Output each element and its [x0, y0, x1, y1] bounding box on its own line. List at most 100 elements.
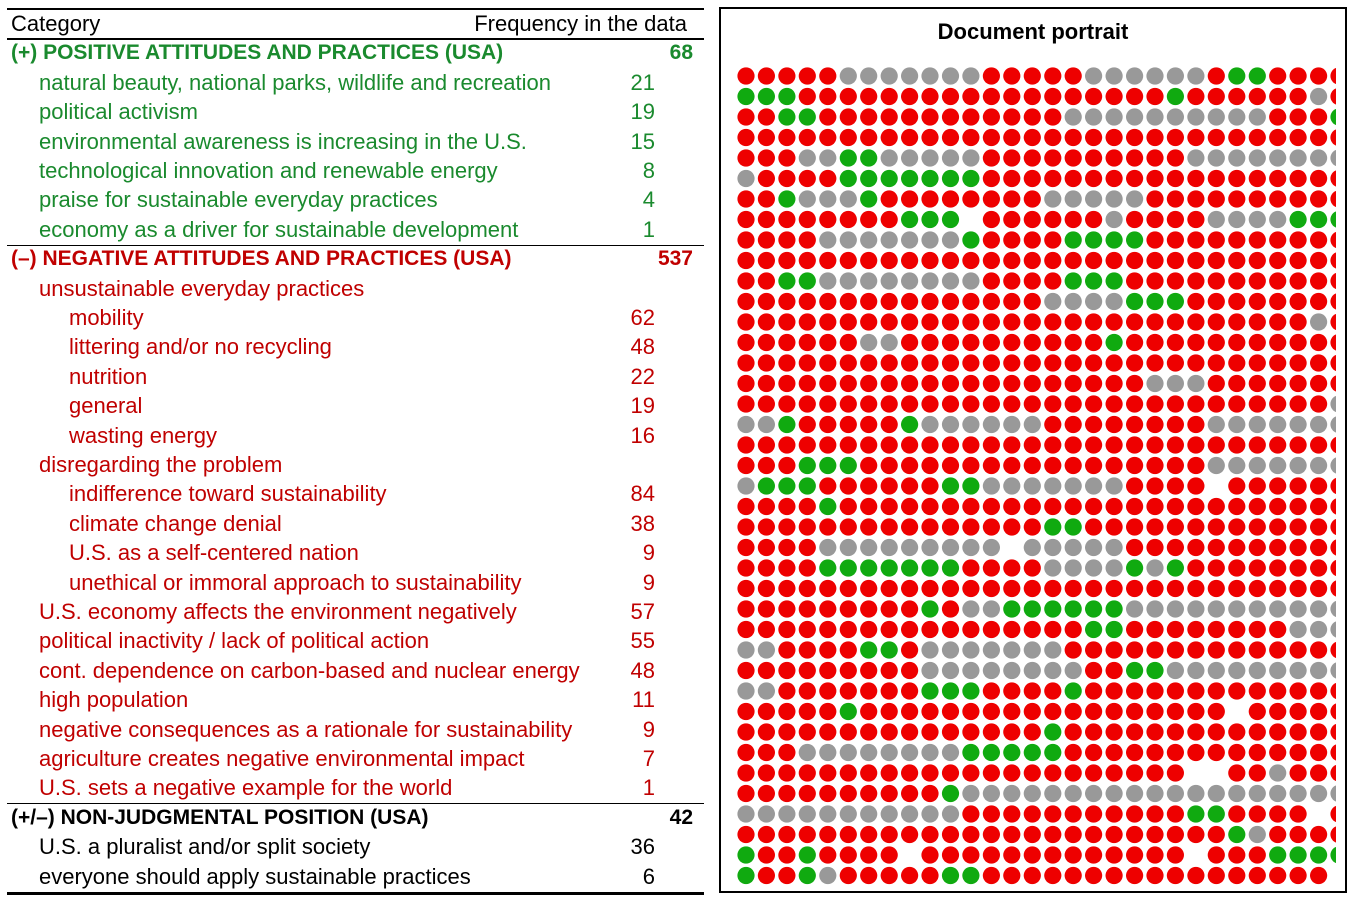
positive-dot [1289, 210, 1307, 229]
negative-dot [1126, 395, 1144, 413]
neutral-dot [982, 600, 1000, 618]
negative-dot [1330, 539, 1336, 556]
neutral-dot [880, 743, 898, 762]
neutral-dot [860, 67, 878, 85]
negative-dot [1187, 231, 1205, 249]
negative-dot [982, 149, 1000, 167]
negative-dot [880, 518, 898, 536]
negative-dot [1003, 333, 1021, 352]
negative-dot [819, 620, 837, 639]
table-row: U.S. economy affects the environment neg… [7, 597, 704, 626]
negative-dot [1330, 436, 1336, 454]
negative-dot [1085, 723, 1103, 741]
negative-dot [880, 87, 898, 106]
neutral-dot [1146, 784, 1164, 803]
positive-dot [1023, 743, 1041, 762]
negative-dot [1126, 866, 1144, 885]
neutral-dot [778, 805, 796, 823]
negative-dot [1166, 231, 1184, 249]
neutral-dot [737, 805, 755, 823]
table-row-label: general [69, 393, 143, 419]
negative-dot [1044, 149, 1062, 167]
table-row: natural beauty, national parks, wildlife… [7, 68, 704, 97]
negative-dot [1330, 559, 1336, 577]
negative-dot [1023, 169, 1041, 188]
table-row-label: agriculture creates negative environment… [39, 746, 525, 771]
negative-dot [757, 784, 775, 803]
neutral-dot [921, 661, 939, 680]
neutral-dot [1269, 415, 1287, 434]
negative-dot [1289, 825, 1307, 844]
negative-dot [737, 764, 755, 782]
negative-dot [778, 436, 796, 454]
negative-dot [757, 456, 775, 475]
negative-dot [757, 497, 775, 516]
negative-dot [982, 87, 1000, 106]
negative-dot [880, 866, 898, 885]
positive-dot [1023, 600, 1041, 618]
positive-dot [1126, 231, 1144, 249]
positive-dot [1310, 846, 1328, 864]
negative-dot [1146, 846, 1164, 864]
neutral-dot [860, 333, 878, 352]
negative-dot [962, 333, 980, 352]
negative-dot [1085, 497, 1103, 516]
positive-dot [798, 108, 816, 126]
negative-dot [819, 333, 837, 352]
negative-dot [839, 415, 857, 434]
negative-dot [819, 87, 837, 106]
negative-dot [839, 784, 857, 803]
negative-dot [901, 825, 919, 844]
negative-dot [757, 723, 775, 741]
negative-dot [1085, 743, 1103, 762]
negative-dot [1207, 272, 1225, 290]
positive-dot [901, 210, 919, 229]
negative-dot [1187, 292, 1205, 311]
section-heading-value: 42 [669, 805, 693, 829]
negative-dot [798, 231, 816, 249]
positive-dot [798, 866, 816, 885]
neutral-dot [941, 805, 960, 823]
neutral-dot [1166, 67, 1184, 85]
table-row-label: everyone should apply sustainable practi… [39, 863, 471, 889]
section-heading-value: 68 [669, 41, 693, 65]
negative-dot [1207, 292, 1225, 311]
negative-dot [1003, 190, 1021, 208]
negative-dot [1207, 559, 1225, 577]
negative-dot [839, 333, 857, 352]
neutral-dot [1310, 87, 1328, 106]
negative-dot [1044, 497, 1062, 516]
negative-dot [880, 251, 898, 270]
neutral-dot [1044, 292, 1062, 311]
negative-dot [1207, 333, 1225, 352]
negative-dot [880, 825, 898, 844]
negative-dot [778, 784, 796, 803]
negative-dot [839, 600, 857, 618]
negative-dot [1289, 538, 1307, 557]
positive-dot [1105, 272, 1123, 290]
neutral-dot [982, 784, 1000, 803]
negative-dot [880, 128, 898, 147]
negative-dot [1310, 579, 1328, 598]
negative-dot [1269, 272, 1287, 290]
positive-dot [921, 559, 939, 577]
neutral-dot [1248, 784, 1266, 803]
negative-dot [778, 559, 796, 577]
negative-dot [1085, 764, 1103, 782]
negative-dot [757, 620, 775, 639]
negative-dot [1330, 744, 1336, 761]
negative-dot [1166, 641, 1184, 659]
negative-dot [1044, 825, 1062, 844]
neutral-dot [962, 538, 980, 557]
negative-dot [880, 579, 898, 598]
negative-dot [737, 497, 755, 516]
negative-dot [757, 169, 775, 188]
header-rule [7, 38, 704, 40]
negative-dot [778, 292, 796, 311]
negative-dot [778, 825, 796, 844]
positive-dot [1228, 67, 1246, 85]
positive-dot [860, 169, 878, 188]
negative-dot [982, 67, 1000, 85]
negative-dot [1023, 846, 1041, 864]
negative-dot [1126, 456, 1144, 475]
